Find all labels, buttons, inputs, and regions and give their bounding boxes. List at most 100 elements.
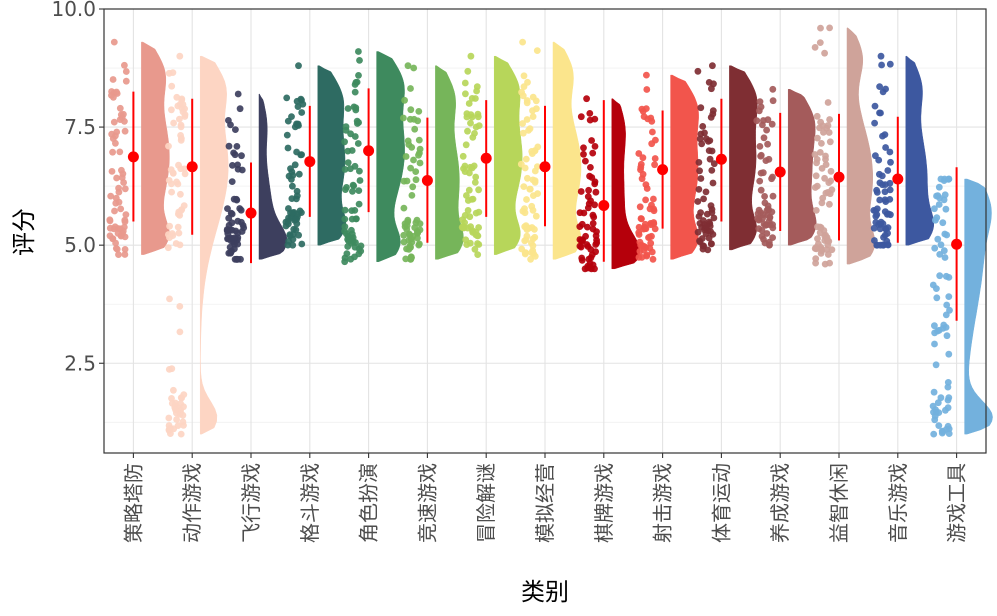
violin-5 [376, 51, 405, 262]
data-point [228, 210, 236, 218]
data-point [349, 181, 357, 189]
data-point [933, 192, 940, 200]
data-point [650, 205, 657, 213]
data-point [520, 183, 528, 191]
data-point [813, 156, 821, 163]
data-point [113, 128, 121, 136]
data-point [649, 255, 657, 263]
data-point [523, 116, 531, 123]
data-point [400, 231, 408, 239]
violins [141, 27, 993, 435]
data-point [935, 422, 943, 429]
data-point [760, 220, 768, 228]
data-point [580, 144, 587, 152]
data-point [756, 143, 764, 150]
data-point [883, 210, 891, 218]
y-tick-label: 7.5 [64, 115, 96, 139]
x-tick-label: 养成游戏 [768, 463, 792, 543]
data-point [636, 203, 644, 211]
data-point [576, 236, 584, 243]
mean-point-5 [363, 145, 375, 157]
data-point [415, 108, 423, 115]
data-point [472, 123, 480, 131]
data-point [108, 168, 116, 175]
data-point [289, 209, 297, 217]
data-point [635, 150, 643, 157]
data-point [870, 224, 878, 232]
data-point [761, 239, 769, 247]
data-point [705, 147, 713, 155]
data-point [459, 152, 467, 160]
data-point [759, 169, 767, 177]
data-point [355, 187, 363, 195]
data-point [585, 186, 592, 194]
data-point [643, 251, 651, 259]
data-point [295, 62, 302, 70]
data-point [116, 104, 124, 112]
data-point [469, 195, 477, 203]
data-point [234, 161, 242, 169]
data-point [937, 241, 945, 249]
data-point [461, 79, 469, 87]
data-point [402, 255, 410, 263]
data-point [116, 148, 124, 156]
data-point [755, 206, 763, 214]
data-point [887, 158, 894, 166]
data-point [462, 90, 469, 98]
data-point [121, 218, 129, 226]
data-point [642, 196, 649, 204]
data-point [592, 232, 600, 240]
data-point [710, 160, 718, 168]
data-point [294, 210, 302, 218]
data-point [580, 209, 588, 217]
mean-point-8 [539, 161, 551, 173]
data-point [818, 199, 826, 207]
data-point [635, 229, 643, 237]
data-point [475, 208, 483, 216]
data-point [348, 207, 356, 215]
data-point [814, 134, 821, 142]
data-point [649, 128, 656, 136]
data-point [695, 159, 703, 166]
data-point [519, 120, 526, 127]
data-point [931, 412, 939, 420]
data-point [465, 100, 473, 107]
data-point [586, 116, 594, 124]
data-point [464, 207, 472, 214]
data-point [878, 61, 885, 69]
data-point [699, 123, 707, 130]
data-point [121, 61, 128, 69]
data-point [587, 197, 594, 205]
data-point [933, 294, 941, 302]
data-point [577, 113, 585, 121]
data-point [939, 219, 947, 227]
data-point [234, 90, 242, 98]
data-point [179, 418, 187, 426]
mean-sd-markers [127, 88, 963, 321]
data-point [407, 254, 415, 261]
data-point [943, 231, 951, 239]
data-point [297, 95, 305, 103]
data-point [584, 204, 592, 212]
data-point [109, 148, 116, 156]
data-point [818, 140, 825, 147]
data-point [231, 151, 239, 159]
data-point [877, 109, 884, 117]
violin-13 [846, 27, 876, 265]
data-point [937, 394, 945, 402]
data-point [826, 259, 833, 267]
data-point [112, 194, 120, 202]
mean-point-7 [480, 152, 492, 164]
data-point [533, 47, 541, 54]
data-point [707, 202, 715, 210]
data-point [580, 150, 587, 158]
mean-point-3 [245, 207, 257, 219]
data-point [877, 52, 885, 60]
mean-point-10 [657, 164, 669, 176]
data-point [407, 164, 414, 172]
data-point [284, 241, 292, 249]
data-point [647, 114, 655, 122]
mean-point-9 [598, 199, 610, 211]
violin-2 [199, 55, 229, 435]
